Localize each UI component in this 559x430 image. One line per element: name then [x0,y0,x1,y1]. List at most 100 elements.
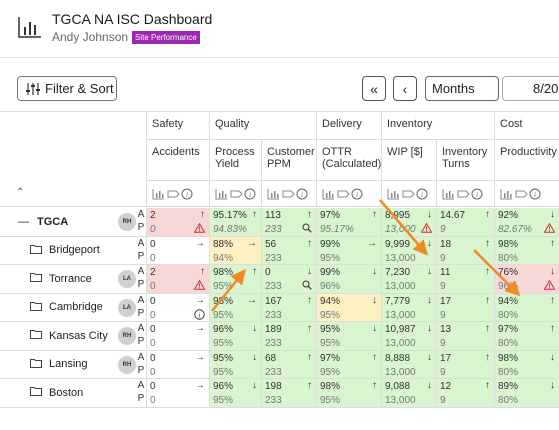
row-label[interactable]: Bridgeport [0,237,146,265]
plan-cell[interactable]: 13,000 [381,393,436,408]
actual-cell[interactable]: 95% ↓ [316,322,381,337]
actual-cell[interactable]: 95.17% ↑ [209,208,261,223]
row-label[interactable]: Lansing RH [0,351,146,379]
actual-cell[interactable]: 9,088 ↓ [381,379,436,394]
metric-header[interactable]: Accidents [146,140,209,181]
actual-cell[interactable]: 98% → [209,293,261,308]
actual-cell[interactable]: 7,779 ↓ [381,293,436,308]
row-label[interactable]: — TGCA RH [0,208,146,237]
actual-cell[interactable]: 98% ↑ [494,236,559,251]
actual-cell[interactable]: 14.67 ↑ [436,208,494,223]
chart-tools-icon[interactable]: i [442,188,484,200]
actual-cell[interactable]: 98% ↓ [494,350,559,365]
actual-cell[interactable]: 17 ↑ [436,293,494,308]
plan-cell[interactable]: 233 [261,364,316,379]
actual-cell[interactable]: 8,888 ↓ [381,350,436,365]
actual-cell[interactable]: 99% ↓ [316,265,381,280]
row-label[interactable]: Torrance LA [0,265,146,294]
plan-cell[interactable]: 13,000 [381,222,436,237]
actual-cell[interactable]: 97% ↑ [316,350,381,365]
actual-cell[interactable]: 0 ↓ [261,265,316,280]
metric-header[interactable]: OTTR (Calculated) [316,140,381,181]
chart-tools-icon[interactable]: i [500,188,542,200]
actual-cell[interactable]: 68 ↑ [261,350,316,365]
actual-cell[interactable]: 2 ↑ [146,265,209,280]
metric-header[interactable]: Customer PPM [261,140,316,181]
actual-cell[interactable]: 95% ↓ [209,350,261,365]
actual-cell[interactable]: 8,995 ↓ [381,208,436,223]
actual-cell[interactable]: 76% ↓ [494,265,559,280]
actual-cell[interactable]: 94% ↓ [316,293,381,308]
actual-cell[interactable]: 0 → [146,293,209,308]
actual-cell[interactable]: 12 ↑ [436,379,494,394]
magnifier-icon[interactable] [302,280,312,292]
actual-cell[interactable]: 0 → [146,236,209,251]
actual-cell[interactable]: 10,987 ↓ [381,322,436,337]
actual-cell[interactable]: 11 ↑ [436,265,494,280]
filter-sort-button[interactable]: Filter & Sort [17,76,117,101]
metric-header[interactable]: Productivity [494,140,559,181]
plan-cell[interactable]: 233 [261,279,316,294]
metric-header[interactable]: Process Yield [209,140,261,181]
plan-cell[interactable]: 9 [436,307,494,322]
plan-cell[interactable]: 13,000 [381,250,436,265]
actual-cell[interactable]: 113 ↑ [261,208,316,223]
actual-cell[interactable]: 0 → [146,379,209,394]
actual-cell[interactable]: 7,230 ↓ [381,265,436,280]
row-label[interactable]: Cambridge LA [0,294,146,322]
actual-cell[interactable]: 98% ↑ [209,265,261,280]
actual-cell[interactable]: 0 → [146,350,209,365]
metric-header[interactable]: Inventory Turns [436,140,494,181]
plan-cell[interactable]: 80% [494,393,559,408]
magnifier-icon[interactable] [302,223,312,235]
plan-cell[interactable]: 13,000 [381,307,436,322]
plan-cell[interactable]: 0 [146,279,209,294]
range-select[interactable]: Months [425,76,499,101]
actual-cell[interactable]: 89% ↓ [494,379,559,394]
plan-cell[interactable]: 95% [316,336,381,351]
actual-cell[interactable]: 92% ↓ [494,208,559,223]
plan-cell[interactable]: 13,000 [381,336,436,351]
chart-tools-icon[interactable]: i [215,188,257,200]
first-period-button[interactable]: « [362,76,386,101]
collapse-all-icon[interactable]: ⌃ [16,187,25,198]
plan-cell[interactable]: 80% [494,250,559,265]
actual-cell[interactable]: 18 ↑ [436,236,494,251]
plan-cell[interactable]: 95% [316,307,381,322]
plan-cell[interactable]: 13,000 [381,364,436,379]
plan-cell[interactable]: 9 [436,222,494,237]
plan-cell[interactable]: 0 [146,364,209,379]
plan-cell[interactable]: 233 [261,222,316,237]
plan-cell[interactable]: 0 [146,393,209,408]
actual-cell[interactable]: 13 ↑ [436,322,494,337]
plan-cell[interactable]: 94% [209,250,261,265]
plan-cell[interactable]: 95% [209,364,261,379]
plan-cell[interactable]: 0 [146,250,209,265]
actual-cell[interactable]: 56 ↑ [261,236,316,251]
plan-cell[interactable]: 80% [494,364,559,379]
metric-header[interactable]: WIP [$] [381,140,436,181]
plan-cell[interactable]: 96% [494,279,559,294]
actual-cell[interactable]: 97% ↑ [494,322,559,337]
actual-cell[interactable]: 96% ↓ [209,379,261,394]
plan-cell[interactable]: 0 [146,222,209,237]
plan-cell[interactable]: 82.67% [494,222,559,237]
plan-cell[interactable]: 95% [316,393,381,408]
plan-cell[interactable]: 96% [316,279,381,294]
plan-cell[interactable]: 0 [146,336,209,351]
plan-cell[interactable]: 95% [209,393,261,408]
actual-cell[interactable]: 17 ↑ [436,350,494,365]
date-field[interactable]: 8/2022 [502,76,559,101]
actual-cell[interactable]: 189 ↑ [261,322,316,337]
info-icon[interactable]: i [194,309,205,321]
plan-cell[interactable]: 9 [436,336,494,351]
chart-tools-icon[interactable]: i [152,188,194,200]
plan-cell[interactable]: 95% [316,364,381,379]
row-label[interactable]: Kansas City RH [0,322,146,351]
row-label[interactable]: Boston [0,379,146,408]
actual-cell[interactable]: 96% ↓ [209,322,261,337]
actual-cell[interactable]: 97% ↑ [316,208,381,223]
actual-cell[interactable]: 94% ↑ [494,293,559,308]
actual-cell[interactable]: 167 ↑ [261,293,316,308]
